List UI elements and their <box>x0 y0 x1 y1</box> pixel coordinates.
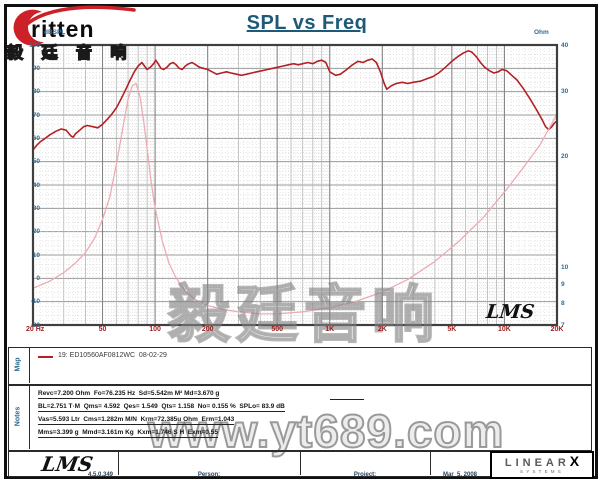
footer-divider <box>300 451 301 475</box>
x-tick-label: 500 <box>271 326 284 333</box>
lms-logo: LMS <box>39 452 95 476</box>
notes-line-text: Revc=7.200 Ohm Fo=76.235 Hz Sd=5.542m M²… <box>38 390 220 399</box>
y-left-tick-label: 40 <box>32 181 40 189</box>
x-tick-label: 2K <box>377 326 387 333</box>
y-left-axis-unit: dBSPL <box>44 29 66 36</box>
x-tick-label: 10K <box>497 326 511 333</box>
x-tick-label: 5K <box>447 326 457 333</box>
sheet-border <box>4 4 598 479</box>
y-left-tick-label: -10 <box>30 298 40 306</box>
legend-sidebar-label: Map <box>14 357 22 372</box>
notes-box <box>8 385 592 451</box>
legend-swatch <box>38 356 53 358</box>
notes-line-3: Vas=5.593 Ltr Cms=1.282m M/N Krm=72.385u… <box>38 416 235 425</box>
notes-line-2: BL=2.751 T·M Qms= 4.592 Qes= 1.549 Qts= … <box>38 403 285 412</box>
notes-box-divider <box>29 385 30 449</box>
impedance-curve <box>33 82 557 315</box>
footer-project-file: Project: File: ED10560AF0812WC.lib <box>300 455 430 480</box>
notes-underline-segment <box>330 392 364 400</box>
notes-line-text: Mms=3.399 g Mmd=3.161m Kg Kxm=1.746 S H … <box>38 429 218 438</box>
y-left-tick-label: 30 <box>32 204 40 212</box>
y-left-tick-label: 70 <box>32 111 40 119</box>
y-right-tick-label: 30 <box>561 87 569 95</box>
y-right-tick-label: 20 <box>561 152 569 160</box>
y-right-tick-label: 40 <box>561 41 569 49</box>
linearx-wordmark: LINEARX <box>504 453 580 469</box>
page-title: SPL vs Freq <box>246 12 368 34</box>
y-right-tick-label: 8 <box>561 300 565 308</box>
y-right-axis-unit: Ohm <box>534 29 549 36</box>
y-left-tick-label: 60 <box>32 134 40 142</box>
legend-box <box>8 347 592 385</box>
notes-line-text: Vas=5.593 Ltr Cms=1.282m M/N Krm=72.385u… <box>38 416 235 425</box>
notes-line-4: Mms=3.399 g Mmd=3.161m Kg Kxm=1.746 S H … <box>38 429 218 438</box>
notes-line-text: BL=2.751 T·M Qms= 4.592 Qes= 1.549 Qts= … <box>38 403 285 412</box>
footer-divider <box>118 451 119 475</box>
footer-date-time: Mar 5, 2008 Wed 9:01 am <box>430 455 490 480</box>
spl-curve <box>33 50 557 151</box>
linearx-linear-text: LINEAR <box>504 457 570 469</box>
notes-sidebar-label: Notes <box>14 406 22 427</box>
x-tick-label: 50 <box>98 326 107 333</box>
x-tick-label: 20K <box>550 326 564 333</box>
y-right-tick-label: 10 <box>561 264 569 272</box>
y-left-tick-label: -20 <box>30 321 40 329</box>
legend-box-divider <box>29 347 30 383</box>
brand-swoosh-icon <box>13 5 136 46</box>
footer-divider <box>430 451 431 475</box>
report-date: Mar 5, 2008 <box>442 472 478 478</box>
x-tick-label: 1K <box>325 326 335 333</box>
person-label: Person: <box>197 472 221 478</box>
plot-border <box>31 43 559 327</box>
lms-plot-logo: LMS <box>484 301 535 323</box>
y-left-tick-label: 0 <box>36 274 40 282</box>
footer-version: 4.5.0.349 11/15/2004 <box>88 455 118 480</box>
y-left-tick-label: 50 <box>32 158 40 166</box>
y-left-tick-label: 20 <box>32 228 40 236</box>
y-left-tick-label: 80 <box>32 88 40 96</box>
linearx-x-text: X <box>569 453 580 469</box>
version-number: 4.5.0.349 <box>88 472 114 478</box>
linearx-systems-text: SYSTEMS <box>520 469 564 474</box>
y-right-tick-label: 9 <box>561 281 565 289</box>
legend-entry: 19: ED10560AF0812WC 08-02-29 <box>58 352 167 359</box>
y-left-tick-label: 100 <box>29 41 40 49</box>
brand-cjk-name: 毅 廷 音 响 <box>6 44 134 62</box>
y-left-tick-label: 10 <box>32 251 40 259</box>
project-label: Project: <box>353 472 377 478</box>
footer-person-company: Person: Company: <box>118 455 300 480</box>
notes-line-1: Revc=7.200 Ohm Fo=76.235 Hz Sd=5.542m M²… <box>38 390 220 399</box>
brand-name: ritten <box>31 16 95 42</box>
x-tick-label: 100 <box>149 326 161 333</box>
y-left-tick-label: 90 <box>32 64 40 72</box>
x-tick-label: 20 Hz <box>26 326 45 333</box>
y-right-tick-label: 7 <box>561 321 565 329</box>
x-tick-label: 200 <box>201 326 214 333</box>
linearx-logo: LINEARX SYSTEMS <box>490 451 594 479</box>
